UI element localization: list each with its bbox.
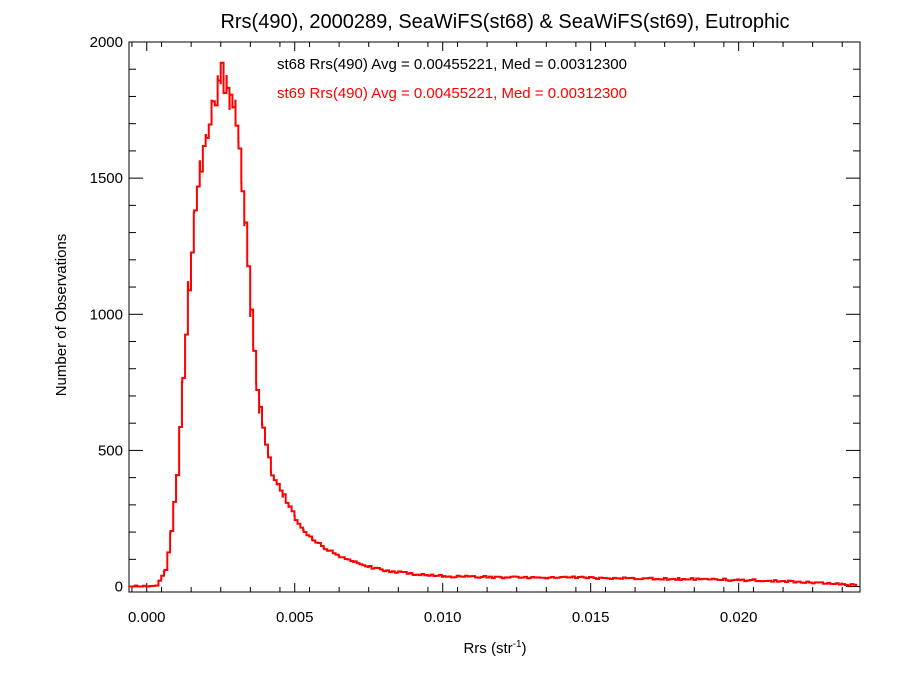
series-line-st69 bbox=[129, 61, 858, 588]
series-layer bbox=[129, 61, 858, 588]
y-tick-label: 2000 bbox=[90, 34, 123, 51]
y-tick-label: 1500 bbox=[90, 170, 123, 187]
y-tick-label: 0 bbox=[115, 579, 123, 596]
x-axis-title: Rrs (str-1) bbox=[463, 639, 526, 657]
x-tick-label: 0.005 bbox=[276, 609, 314, 626]
legend-entry-st68: st68 Rrs(490) Avg = 0.00455221, Med = 0.… bbox=[277, 56, 627, 73]
x-tick-label: 0.020 bbox=[720, 609, 758, 626]
x-axis-title-superscript: -1 bbox=[513, 639, 522, 650]
x-tick-label: 0.015 bbox=[572, 609, 610, 626]
x-axis-title-text: Rrs (str bbox=[463, 640, 512, 657]
plot-frame bbox=[128, 41, 861, 593]
y-axis-title: Number of Observations bbox=[53, 234, 70, 397]
y-axis-ticks: 0 500 1000 1500 2000 bbox=[90, 34, 860, 596]
y-tick-label: 500 bbox=[98, 442, 123, 459]
x-tick-label: 0.010 bbox=[424, 609, 462, 626]
y-tick-label: 1000 bbox=[90, 306, 123, 323]
x-axis-ticks: 0.000 0.005 0.010 0.015 0.020 bbox=[128, 42, 843, 626]
x-axis-title-close: ) bbox=[522, 640, 527, 657]
chart-title: Rrs(490), 2000289, SeaWiFS(st68) & SeaWi… bbox=[220, 11, 789, 33]
legend-entry-st69: st69 Rrs(490) Avg = 0.00455221, Med = 0.… bbox=[277, 85, 627, 102]
x-tick-label: 0.000 bbox=[128, 609, 166, 626]
